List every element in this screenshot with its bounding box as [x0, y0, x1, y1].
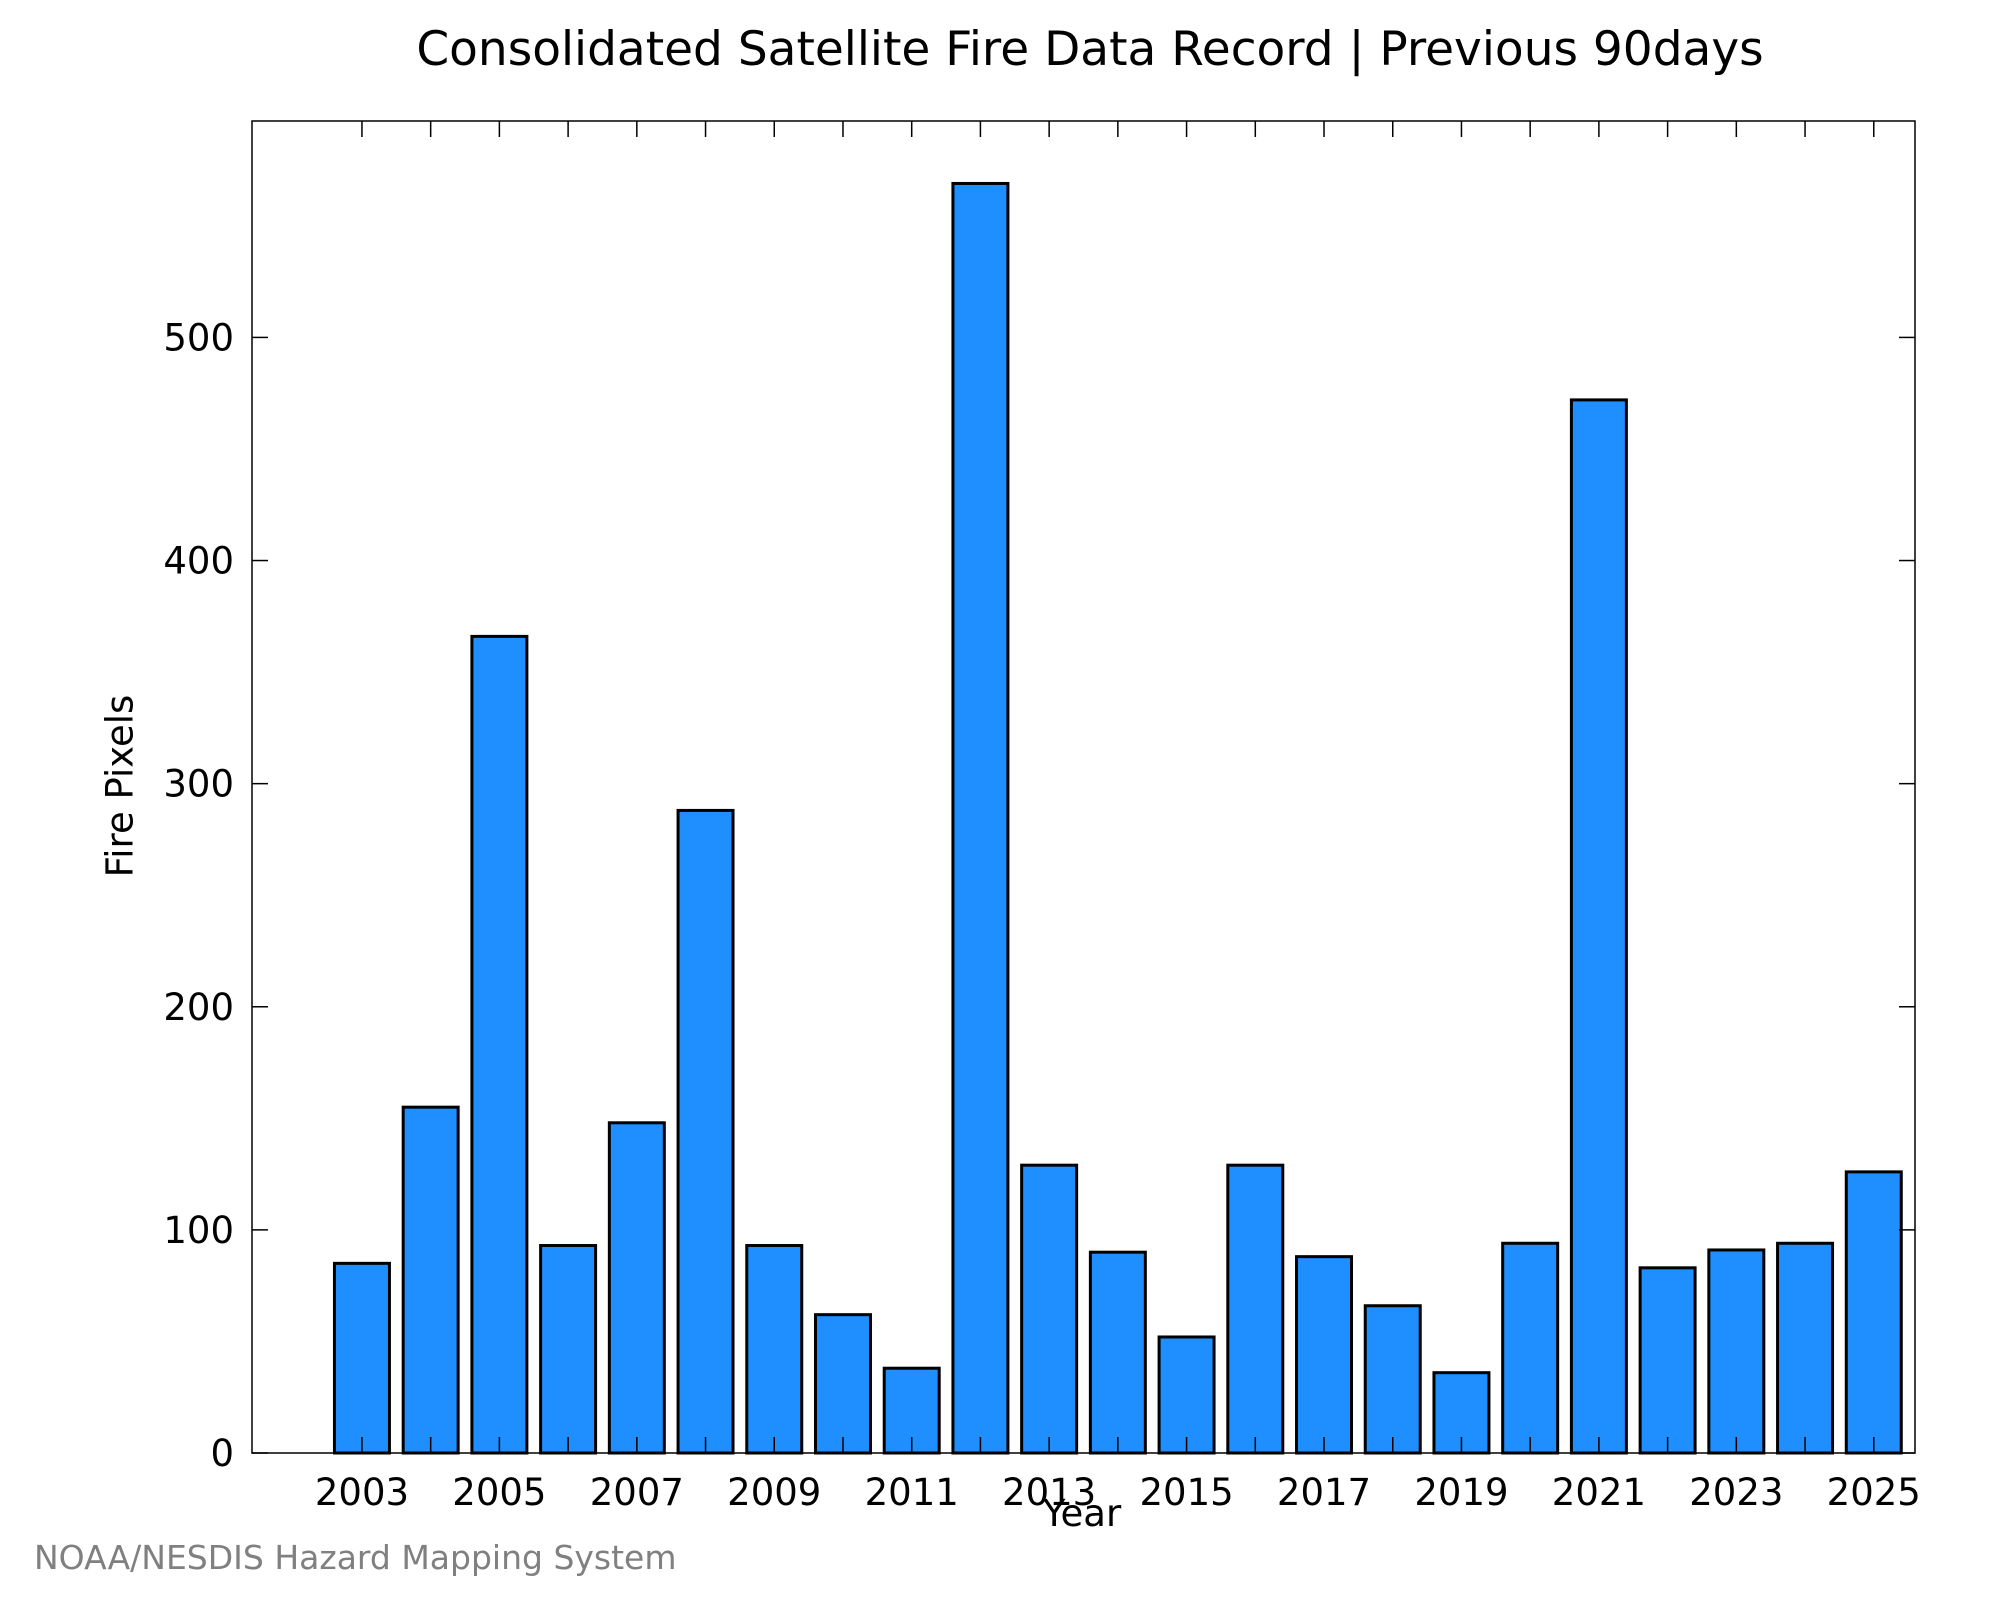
bar-2016	[1226, 1163, 1285, 1455]
bar-2003	[332, 1261, 391, 1455]
y-tick-label-100: 100	[163, 1209, 234, 1252]
bar-2014	[1088, 1250, 1147, 1455]
x-tick-label-2017: 2017	[1277, 1471, 1371, 1514]
x-tick-label-2005: 2005	[452, 1471, 546, 1514]
bar-2005	[470, 634, 529, 1455]
y-tick-label-200: 200	[163, 986, 234, 1029]
x-axis-label: Year	[1042, 1492, 1122, 1535]
bar-2021	[1569, 398, 1628, 1455]
bar-2015	[1157, 1335, 1216, 1455]
y-tick-label-300: 300	[163, 763, 234, 806]
bar-2012	[951, 181, 1010, 1455]
bar-2017	[1295, 1255, 1354, 1455]
chart-title: Consolidated Satellite Fire Data Record …	[416, 22, 1764, 77]
x-tick-label-2007: 2007	[590, 1471, 684, 1514]
x-tick-label-2013: 2013	[1002, 1471, 1096, 1514]
bar-2022	[1638, 1266, 1697, 1455]
y-tick-label-0: 0	[210, 1432, 234, 1475]
bar-2025	[1844, 1170, 1903, 1455]
y-axis-label: Fire Pixels	[98, 694, 142, 878]
x-tick-label-2009: 2009	[727, 1471, 821, 1514]
x-tick-label-2021: 2021	[1552, 1471, 1646, 1514]
bar-2004	[401, 1105, 460, 1455]
ticks-layer	[252, 121, 1915, 1454]
bar-2018	[1363, 1304, 1422, 1455]
bar-2013	[1020, 1163, 1079, 1455]
x-tick-label-2019: 2019	[1414, 1471, 1508, 1514]
y-tick-label-500: 500	[163, 316, 234, 359]
source-footer: NOAA/NESDIS Hazard Mapping System	[34, 1538, 677, 1577]
bar-2009	[745, 1244, 804, 1455]
bar-2006	[539, 1244, 598, 1455]
bar-2010	[813, 1313, 872, 1455]
bar-2020	[1501, 1241, 1560, 1455]
bar-2024	[1776, 1241, 1835, 1455]
x-tick-label-2023: 2023	[1689, 1471, 1783, 1514]
bar-2007	[607, 1121, 666, 1455]
bars-layer	[332, 181, 1903, 1455]
x-tick-labels: 2003 2005 2007 2009 2011 2013 2015 2017 2019 2021…	[315, 1471, 1921, 1514]
y-tick-label-400: 400	[163, 540, 234, 583]
x-tick-label-2011: 2011	[865, 1471, 959, 1514]
x-tick-label-2025: 2025	[1827, 1471, 1921, 1514]
bar-2023	[1707, 1248, 1766, 1455]
plot-area-frame	[251, 120, 1916, 1454]
x-tick-label-2003: 2003	[315, 1471, 409, 1514]
x-tick-label-2015: 2015	[1139, 1471, 1233, 1514]
y-tick-labels: 0 100 200 300 400 500	[163, 316, 234, 1475]
bar-2008	[676, 808, 735, 1455]
